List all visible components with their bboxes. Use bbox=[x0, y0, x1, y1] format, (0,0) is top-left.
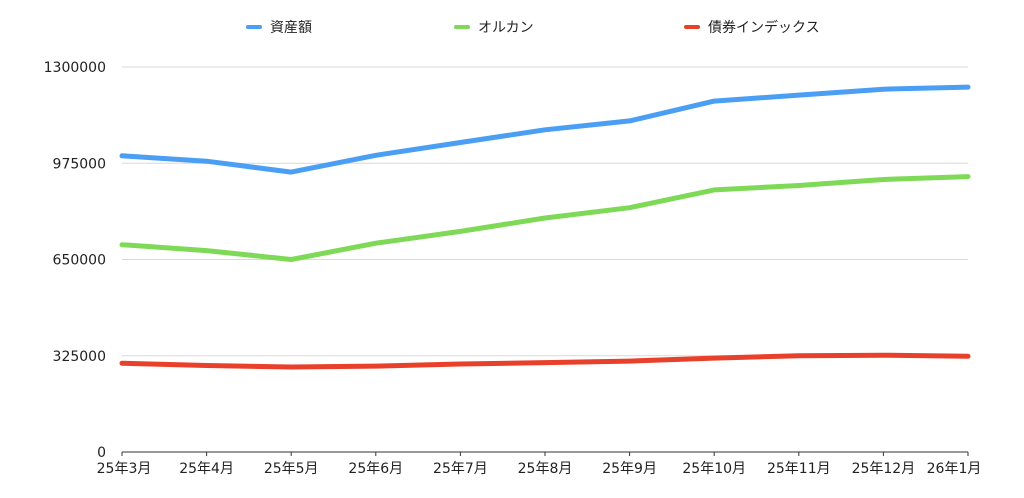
y-tick-label: 0 bbox=[97, 445, 106, 461]
axes bbox=[121, 451, 969, 456]
series-line-2 bbox=[119, 352, 971, 370]
x-axis-tick-labels: 25年3月 25年4月 25年5月 25年6月 25年7月 25年8月 25年9月 25年10… bbox=[97, 461, 982, 477]
series-line-1 bbox=[119, 174, 971, 262]
y-tick-label: 650000 bbox=[53, 253, 106, 269]
x-tick-label: 25年11月 bbox=[767, 461, 831, 477]
y-tick-label: 975000 bbox=[53, 156, 106, 172]
x-tick-label: 26年1月 bbox=[927, 461, 982, 477]
legend-label: オルカン bbox=[478, 20, 534, 36]
legend-label: 資産額 bbox=[270, 20, 312, 36]
x-tick-label: 25年5月 bbox=[264, 461, 319, 477]
legend-label: 債券インデックス bbox=[708, 19, 820, 36]
series-lines bbox=[119, 84, 971, 370]
series-line-0 bbox=[119, 84, 971, 175]
x-tick-label: 25年3月 bbox=[97, 461, 152, 477]
legend: 資産額 オルカン 債券インデックス bbox=[246, 19, 820, 36]
gridlines bbox=[122, 66, 968, 357]
y-tick-label: 1300000 bbox=[44, 60, 106, 76]
x-tick-label: 25年4月 bbox=[179, 461, 234, 477]
x-tick-label: 25年7月 bbox=[433, 461, 488, 477]
x-tick-label: 25年9月 bbox=[602, 461, 657, 477]
x-tick-label: 25年6月 bbox=[348, 461, 403, 477]
x-tick-label: 25年12月 bbox=[852, 461, 916, 477]
y-tick-label: 325000 bbox=[53, 349, 106, 365]
x-tick-label: 25年10月 bbox=[682, 461, 746, 477]
x-tick-label: 25年8月 bbox=[518, 461, 573, 477]
y-axis-tick-labels: 0 325000 650000 975000 1300000 bbox=[44, 60, 106, 461]
